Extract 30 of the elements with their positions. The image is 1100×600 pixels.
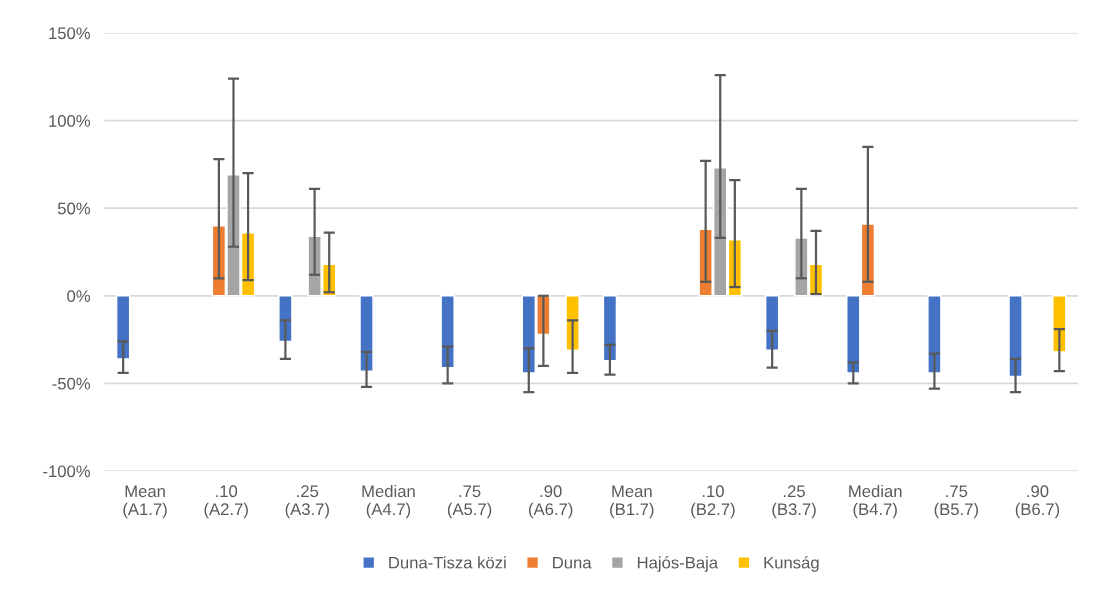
x-tick-label: .10 (B2.7): [691, 485, 735, 519]
bar: [927, 295, 942, 374]
x-tick-label: .25 (B3.7): [772, 485, 816, 519]
x-tick-label: .10 (A2.7): [204, 485, 248, 519]
bar: [115, 295, 131, 360]
y-tick-label: 150%: [49, 27, 91, 40]
legend-label: Hajós-Baja: [637, 556, 719, 572]
y-tick-label: 100%: [49, 115, 91, 127]
bar: [764, 295, 780, 351]
bar: [602, 295, 618, 362]
x-tick-label: .75 (A5.7): [447, 485, 492, 519]
x-tick-label: .90 (A6.7): [529, 485, 573, 519]
x-tick-label: Median (B4.7): [849, 484, 902, 519]
y-tick-label: 50%: [57, 202, 91, 215]
y-tick-label: -100%: [43, 465, 91, 478]
x-tick-label: .25 (A3.7): [285, 485, 329, 519]
y-tick-label: -50%: [52, 377, 91, 390]
x-tick-label: .75 (B5.7): [934, 485, 978, 519]
bar: [1008, 295, 1023, 378]
bar: [440, 295, 455, 369]
x-tick-label: Mean (B1.7): [610, 485, 654, 519]
x-tick-label: Median (A4.7): [362, 484, 415, 519]
x-tick-label: .90 (B6.7): [1015, 485, 1060, 519]
y-tick-label: 0%: [67, 290, 91, 302]
legend-label: Duna: [553, 556, 592, 569]
bar: [359, 295, 374, 372]
legend-label: Kunság: [764, 556, 819, 572]
x-tick-label: Mean (A1.7): [123, 485, 167, 519]
bar: [1052, 295, 1067, 353]
legend-label: Duna-Tisza közi: [389, 556, 506, 569]
